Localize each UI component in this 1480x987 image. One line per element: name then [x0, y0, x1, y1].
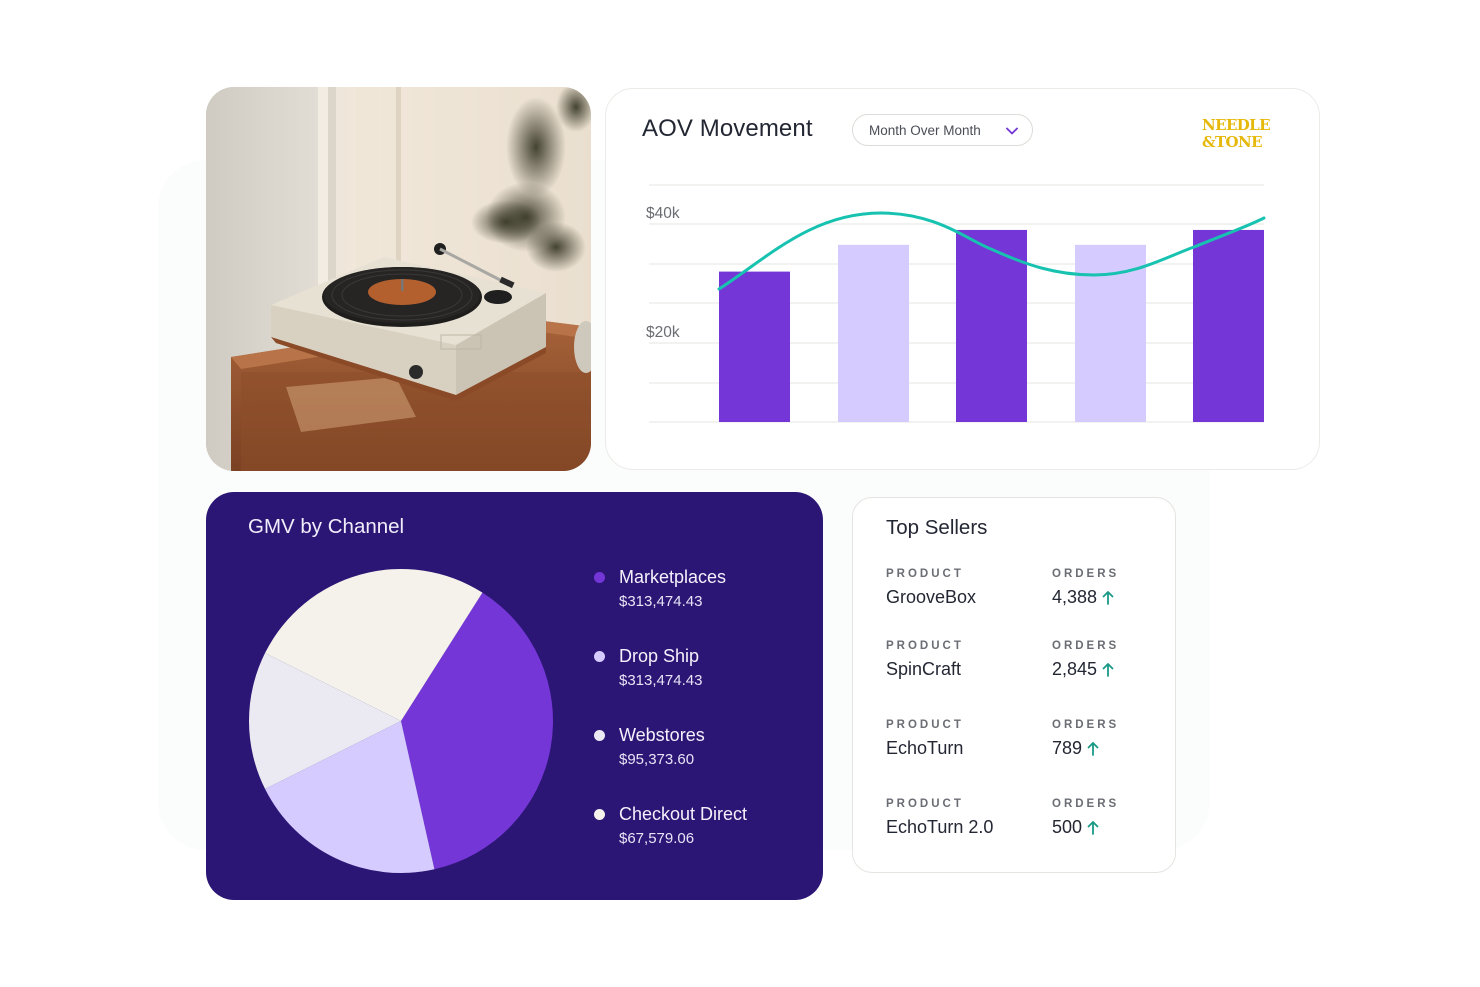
chevron-down-icon	[1006, 127, 1018, 135]
aov-bars	[719, 229, 1264, 422]
orders-header: ORDERS	[1052, 568, 1120, 580]
legend-item-webstores: Webstores $95,373.60	[594, 724, 804, 803]
pie-slice-marketplaces	[401, 592, 553, 870]
product-name: EchoTurn	[886, 738, 964, 758]
product-header: PRODUCT	[886, 798, 964, 810]
seller-row[interactable]: PRODUCT GrooveBox ORDERS 4,388	[886, 568, 1156, 628]
legend-label: Marketplaces	[619, 567, 727, 587]
orders-header: ORDERS	[1052, 640, 1120, 652]
aov-bar-line-chart: $40k $20k	[646, 184, 1266, 423]
product-cell: PRODUCT EchoTurn 2.0	[886, 798, 993, 838]
orders-cell: ORDERS 789	[1052, 719, 1119, 759]
product-name: SpinCraft	[886, 659, 962, 679]
product-name: EchoTurn 2.0	[886, 817, 994, 837]
orders-count: 500	[1052, 817, 1083, 837]
arrow-up-icon	[1087, 741, 1099, 756]
legend-value: $313,474.43	[619, 593, 703, 610]
arrow-up-icon	[1102, 590, 1114, 605]
arrow-up-icon	[1102, 662, 1114, 677]
legend-label: Checkout Direct	[619, 804, 748, 824]
legend-item-marketplaces: Marketplaces $313,474.43	[594, 566, 804, 645]
legend-item-checkout-direct: Checkout Direct $67,579.06	[594, 803, 804, 882]
aov-trend-line	[717, 211, 1266, 291]
legend-value: $95,373.60	[619, 751, 695, 768]
orders-count: 4,388	[1052, 587, 1098, 607]
turntable-illustration	[206, 87, 591, 471]
product-header: PRODUCT	[886, 640, 964, 652]
legend-label: Drop Ship	[619, 646, 700, 666]
orders-cell: ORDERS 4,388	[1052, 568, 1119, 608]
seller-row[interactable]: PRODUCT EchoTurn ORDERS 789	[886, 719, 1156, 779]
legend-dot-icon	[594, 809, 605, 820]
product-header: PRODUCT	[886, 568, 964, 580]
brand-logo: NEEDLE &TONE	[1202, 117, 1274, 151]
top-sellers-title: Top Sellers	[886, 516, 988, 539]
brand-logo-line1: NEEDLE	[1202, 116, 1271, 134]
orders-count: 2,845	[1052, 659, 1098, 679]
orders-header: ORDERS	[1052, 798, 1120, 810]
period-dropdown[interactable]: Month Over Month	[852, 114, 1033, 146]
aov-bar	[956, 229, 1027, 422]
y-tick-40k: $40k	[646, 205, 680, 222]
pie-slice-checkout-direct	[264, 569, 483, 721]
legend-item-drop-ship: Drop Ship $313,474.43	[594, 645, 804, 724]
arrow-up-icon	[1087, 820, 1099, 835]
product-name: GrooveBox	[886, 587, 977, 607]
legend-value: $313,474.43	[619, 672, 703, 689]
aov-title: AOV Movement	[642, 115, 813, 142]
aov-bar	[1075, 244, 1146, 422]
legend-dot-icon	[594, 651, 605, 662]
top-sellers-card: Top Sellers PRODUCT GrooveBox ORDERS 4,3…	[852, 497, 1176, 873]
product-cell: PRODUCT GrooveBox	[886, 568, 976, 608]
legend-dot-icon	[594, 572, 605, 583]
gmv-by-channel-card: GMV by Channel Marketplaces $313,474.43 …	[206, 492, 823, 900]
pie-slice-drop-ship	[265, 721, 435, 873]
gmv-title: GMV by Channel	[248, 515, 405, 538]
aov-bar	[1193, 229, 1264, 422]
product-photo	[206, 87, 591, 471]
pie-slice-webstores	[249, 653, 401, 790]
gmv-legend: Marketplaces $313,474.43 Drop Ship $313,…	[594, 566, 804, 882]
legend-value: $67,579.06	[619, 830, 695, 847]
legend-dot-icon	[594, 730, 605, 741]
product-cell: PRODUCT EchoTurn	[886, 719, 964, 759]
orders-header: ORDERS	[1052, 719, 1120, 731]
period-dropdown-value: Month Over Month	[869, 122, 981, 138]
legend-label: Webstores	[619, 725, 705, 745]
aov-movement-card: $40k $20k AOV Movement Month Over Month …	[605, 88, 1320, 470]
orders-cell: ORDERS 2,845	[1052, 640, 1119, 680]
brand-logo-line2: &TONE	[1202, 133, 1263, 151]
product-cell: PRODUCT SpinCraft	[886, 640, 964, 680]
seller-row[interactable]: PRODUCT SpinCraft ORDERS 2,845	[886, 640, 1156, 700]
gmv-pie-chart	[249, 569, 553, 873]
y-tick-20k: $20k	[646, 324, 680, 341]
aov-bar	[838, 244, 909, 422]
orders-cell: ORDERS 500	[1052, 798, 1119, 838]
orders-count: 789	[1052, 738, 1083, 758]
product-header: PRODUCT	[886, 719, 964, 731]
aov-bar	[719, 271, 790, 422]
seller-row[interactable]: PRODUCT EchoTurn 2.0 ORDERS 500	[886, 798, 1156, 858]
